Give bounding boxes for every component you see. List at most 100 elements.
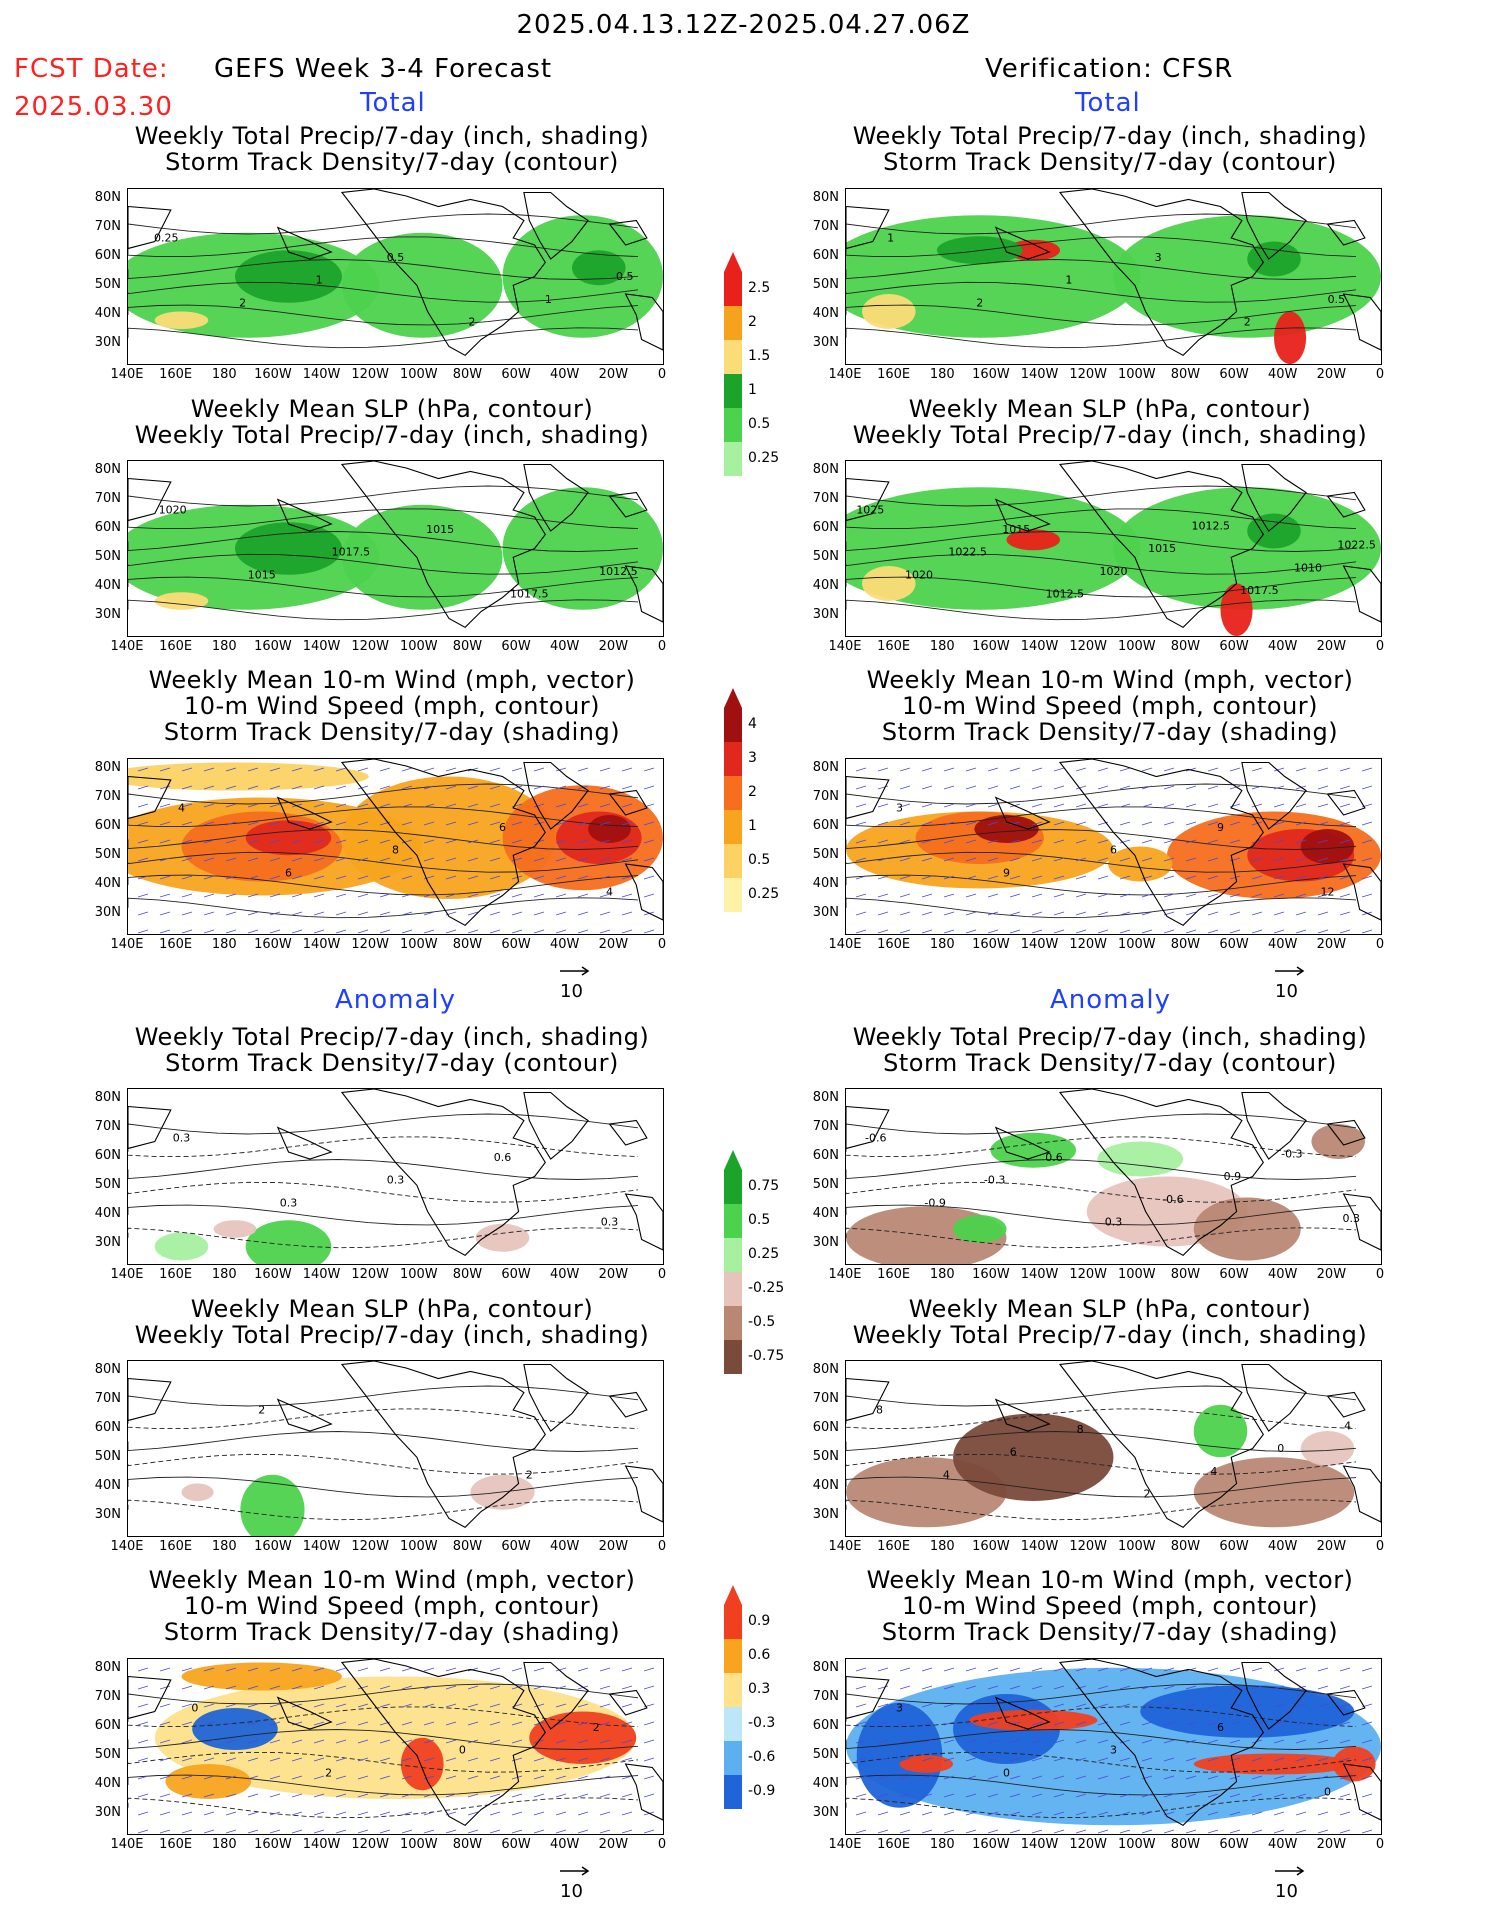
lat-tick-label: 60N [94,248,121,263]
wind-vector [511,911,523,916]
wind-vector [181,911,193,916]
wind-vector [357,1667,369,1672]
contour-label: 3 [1155,251,1162,264]
lon-tick-label: 140E [828,1539,862,1554]
wind-vector [1097,893,1109,898]
wind-vector [137,821,149,826]
wind-vector [1031,821,1043,826]
wind-vector [379,803,391,808]
lon-tick-label: 60W [501,367,531,382]
wind-vector [137,911,149,916]
gefs-total-precip-storm-title-line: Weekly Total Precip/7-day (inch, shading… [134,122,650,150]
wind-vector [1185,1775,1197,1780]
wind-vector [203,1775,215,1780]
lon-tick-label: 100W [399,1837,438,1852]
lat-tick-label: 30N [94,335,121,350]
lat-tick-label: 70N [812,1119,839,1134]
wind-vector [1317,875,1329,880]
wind-vector [1075,1721,1087,1726]
wind-vector [1097,1829,1109,1834]
wind-vector [1009,911,1021,916]
wind-vector [423,911,435,916]
wind-vector [247,1811,259,1816]
wind-vector [1295,893,1307,898]
wind-vector [1163,767,1175,772]
wind-vector [1273,875,1285,880]
lon-tick-label: 140W [1020,367,1059,382]
shading-region [1247,513,1301,549]
coastline [128,1377,172,1422]
wind-vector [159,1793,171,1798]
wind-vector [899,767,911,772]
wind-vector [203,893,215,898]
contour-label: 1017.5 [510,588,549,601]
wind-vector [423,1685,435,1690]
wind-vector [467,821,479,826]
lon-tick-label: 0 [657,1837,667,1852]
shading-region [899,1755,953,1773]
wind-vector [445,857,457,862]
lat-tick-label: 50N [94,1449,121,1464]
wind-vector [1163,785,1175,790]
wind-vector [313,893,325,898]
gefs-anom-precip-storm-title-line: Weekly Total Precip/7-day (inch, shading… [134,1023,650,1051]
wind-vector [1207,875,1219,880]
lat-tick-label: 50N [812,847,839,862]
wind-vector [1097,1757,1109,1762]
wind-vector [181,767,193,772]
wind-vector [621,839,633,844]
coastline [1342,1465,1381,1523]
wind-vector [335,911,347,916]
lon-tick-label: 60W [501,1539,531,1554]
lon-tick-label: 100W [1117,937,1156,952]
lon-tick-label: 80W [452,639,483,654]
contour-label: 1022.5 [948,546,987,559]
wind-vector [577,1757,589,1762]
left-column-title: GEFS Week 3-4 Forecast [214,54,553,84]
shading-region [572,250,626,286]
wind-vector [181,785,193,790]
lon-tick-label: 180 [929,639,955,654]
wind-vector [357,875,369,880]
wind-vector [203,911,215,916]
wind-vector [335,803,347,808]
wind-vector [643,1667,655,1672]
lon-tick-label: 120W [351,367,389,382]
lat-tick-label: 60N [94,818,121,833]
wind-vector [877,1739,889,1744]
wind-vector [1207,1739,1219,1744]
wind-vector [203,767,215,772]
lat-tick-label: 50N [812,1177,839,1192]
lon-tick-label: 120W [1069,1837,1107,1852]
wind-vector [1053,911,1065,916]
wind-vector [921,1739,933,1744]
wind-vector [291,1667,303,1672]
wind-vector [533,893,545,898]
wind-vector [533,1721,545,1726]
wind-vector [1075,767,1087,772]
wind-vector [943,857,955,862]
wind-vector [203,1721,215,1726]
wind-vector [1317,803,1329,808]
wind-vector [1009,857,1021,862]
wind-vector [379,767,391,772]
lon-tick-label: 20W [598,367,629,382]
cfsr-total-precip-storm-title-line: Weekly Total Precip/7-day (inch, shading… [852,122,1368,150]
wind-vector [577,1667,589,1672]
wind-vector [1295,1667,1307,1672]
wind-vector [987,785,999,790]
lat-tick-label: 80N [94,1660,121,1675]
wind-vector [621,1811,633,1816]
wind-vector [1273,857,1285,862]
wind-vector [899,785,911,790]
shading-region [1108,846,1173,882]
wind-vector [247,1793,259,1798]
wind-vector [943,1829,955,1834]
wind-vector [1273,1829,1285,1834]
wind-vector [335,785,347,790]
coastline [1241,1091,1307,1160]
wind-vector [987,875,999,880]
wind-vector [1317,1757,1329,1762]
lon-tick-label: 160E [877,937,911,952]
wind-vector [423,803,435,808]
